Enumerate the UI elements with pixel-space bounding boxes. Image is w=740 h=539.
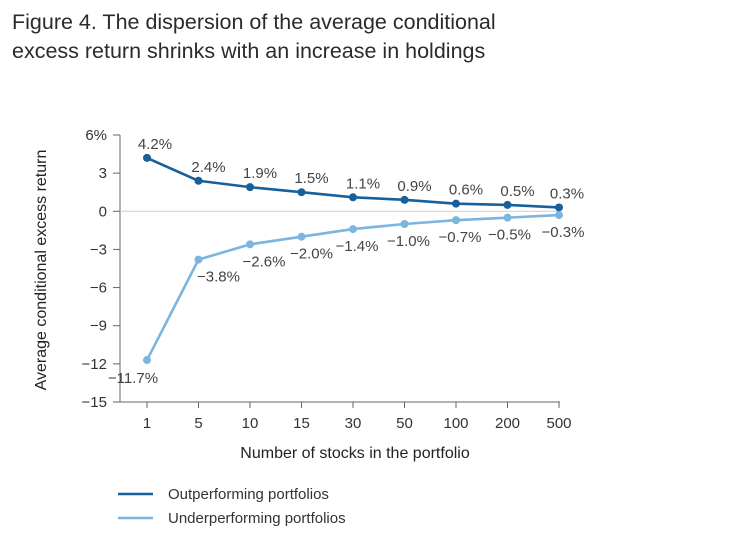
- data-point: [555, 203, 563, 212]
- data-label: 0.5%: [500, 183, 534, 200]
- data-point: [400, 220, 409, 228]
- x-tick-label: 15: [293, 415, 310, 432]
- y-tick-label: 6%: [85, 127, 107, 144]
- data-point: [194, 176, 203, 185]
- data-label: 2.4%: [191, 159, 225, 176]
- data-label: 4.2%: [138, 136, 172, 153]
- x-tick-label: 200: [495, 415, 520, 432]
- data-label: 0.3%: [550, 185, 584, 202]
- data-label: −11.7%: [108, 370, 158, 387]
- data-point: [246, 183, 254, 192]
- data-label: 1.5%: [294, 170, 328, 187]
- data-label: −0.7%: [439, 229, 482, 246]
- data-label: 0.6%: [449, 182, 483, 199]
- data-point: [452, 216, 460, 225]
- data-label: −1.4%: [336, 238, 379, 255]
- y-tick-label: −3: [90, 241, 107, 258]
- chart-legend: Outperforming portfolios Underperforming …: [118, 486, 346, 527]
- legend-entry: Underperforming portfolios: [168, 510, 346, 527]
- data-point: [503, 200, 512, 209]
- x-tick-label: 100: [443, 415, 468, 432]
- y-tick-label: −6: [90, 280, 107, 297]
- data-point: [555, 211, 563, 220]
- y-axis-title: Average conditional excess return: [33, 150, 50, 391]
- x-tick-label: 10: [242, 415, 259, 432]
- data-point: [143, 356, 151, 365]
- x-tick-label: 500: [546, 415, 571, 432]
- data-label: 1.1%: [346, 175, 380, 192]
- legend-entry: Outperforming portfolios: [168, 486, 329, 503]
- x-tick-label: 30: [345, 415, 362, 432]
- data-point: [349, 193, 357, 202]
- chart-data-labels: 4.2% 2.4% 1.9% 1.5% 1.1% 0.9% 0.6% 0.5% 0.3% −11.…: [108, 136, 585, 387]
- data-label: 1.9%: [243, 165, 277, 182]
- data-point: [400, 195, 409, 204]
- data-point: [452, 199, 460, 208]
- data-point: [143, 153, 151, 162]
- y-tick-label: −15: [82, 394, 107, 411]
- x-tick-label: 1: [143, 415, 151, 432]
- data-label: −0.5%: [488, 227, 531, 244]
- data-point: [297, 188, 306, 197]
- data-point: [503, 213, 512, 222]
- chart-axes: 6%30−3−6−9−12−151 5 10 15 30 50 100 200 500: [82, 127, 572, 432]
- x-tick-label: 5: [194, 415, 202, 432]
- data-point: [297, 232, 306, 241]
- y-tick-label: −9: [90, 318, 107, 335]
- y-tick-label: −12: [82, 356, 107, 373]
- data-point: [349, 225, 357, 234]
- data-label: −0.3%: [542, 224, 585, 241]
- chart-series: [143, 153, 563, 365]
- chart-title-line-2: excess return shrinks with an increase i…: [12, 39, 486, 63]
- chart-title: Figure 4. The dispersion of the average …: [12, 8, 732, 66]
- data-point: [246, 240, 254, 249]
- chart-title-line-1: Figure 4. The dispersion of the average …: [12, 10, 496, 34]
- x-tick-label: 50: [396, 415, 413, 432]
- data-label: 0.9%: [397, 178, 431, 195]
- y-tick-label: 0: [99, 203, 107, 220]
- data-label: −1.0%: [387, 233, 430, 250]
- data-label: −3.8%: [197, 269, 240, 286]
- data-label: −2.6%: [243, 253, 286, 270]
- data-label: −2.0%: [290, 246, 333, 263]
- x-axis-title: Number of stocks in the portfolio: [240, 445, 470, 462]
- data-point: [194, 255, 203, 264]
- y-tick-label: 3: [99, 165, 107, 182]
